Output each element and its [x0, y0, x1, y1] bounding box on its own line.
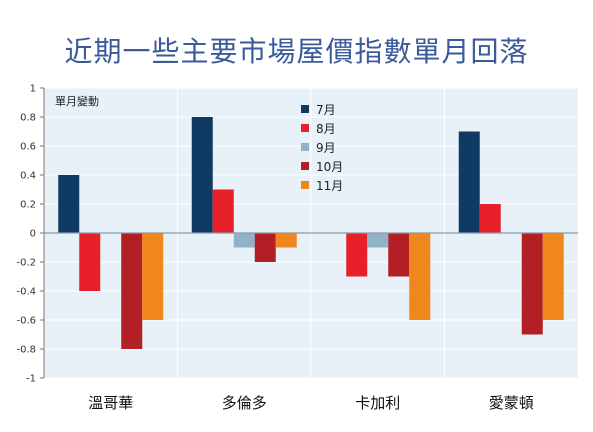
- legend-label: 10月: [316, 160, 343, 174]
- legend-swatch: [301, 143, 309, 151]
- legend-swatch: [301, 105, 309, 113]
- y-tick-label: 0.4: [20, 171, 36, 182]
- bar: [79, 233, 101, 291]
- bar: [388, 233, 410, 277]
- legend: 7月 8月 9月 10月 11月: [301, 103, 343, 193]
- y-tick-label: -0.4: [16, 287, 36, 298]
- chart-title: 近期一些主要市場屋價指數單月回落: [64, 35, 529, 68]
- bar: [275, 233, 297, 248]
- bar: [521, 233, 543, 335]
- bar: [542, 233, 564, 320]
- y-tick-label: -0.6: [16, 316, 36, 327]
- bar: [142, 233, 164, 320]
- bar: [191, 117, 213, 233]
- legend-label: 7月: [316, 103, 336, 117]
- y-tick-label: 0: [30, 229, 36, 240]
- y-tick-label: -0.8: [16, 345, 36, 356]
- y-tick-label: 0.8: [20, 113, 36, 124]
- bar: [212, 189, 234, 233]
- legend-label: 11月: [316, 179, 343, 193]
- bar: [367, 233, 389, 248]
- legend-label: 8月: [316, 122, 336, 136]
- legend-swatch: [301, 162, 309, 170]
- y-tick-label: 1: [30, 84, 36, 95]
- legend-swatch: [301, 124, 309, 132]
- x-category-label: 愛蒙頓: [489, 394, 534, 412]
- bar: [479, 204, 501, 233]
- x-category-label: 溫哥華: [88, 394, 133, 412]
- y-tick-label: 0.2: [20, 200, 36, 211]
- legend-label: 9月: [316, 141, 336, 155]
- bar: [346, 233, 368, 277]
- axis-layer: 1 0.8 0.6 0.4 0.2 0 -0.2 -0.4 -0.6 -0.8 -1 溫哥華 多倫多 卡加…: [16, 84, 578, 412]
- y-tick-label: 0.6: [20, 142, 36, 153]
- y-tick-label: -0.2: [16, 258, 36, 269]
- bar: [121, 233, 143, 349]
- x-category-label: 卡加利: [355, 394, 400, 412]
- bar: [458, 131, 480, 233]
- y-axis-label: 單月變動: [55, 94, 99, 108]
- bars-layer: [58, 117, 564, 349]
- x-category-label: 多倫多: [222, 394, 267, 412]
- bar: [254, 233, 276, 262]
- legend-swatch: [301, 181, 309, 189]
- bar: [233, 233, 255, 248]
- y-tick-label: -1: [26, 374, 36, 385]
- bar: [58, 175, 80, 233]
- bar: [409, 233, 431, 320]
